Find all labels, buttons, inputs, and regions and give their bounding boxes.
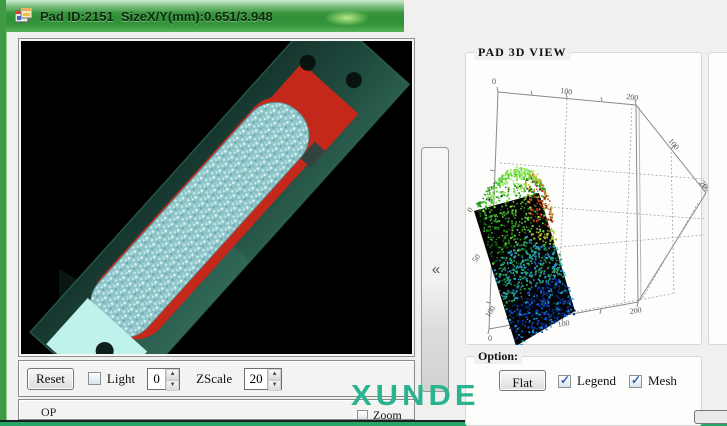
- mesh-label: Mesh: [648, 373, 677, 388]
- pad-3d-plot[interactable]: 0 100 200 100 200 0 50 100 0 100 200: [462, 53, 708, 345]
- axis-tick-label: 0: [492, 77, 496, 86]
- light-label: Light: [106, 370, 136, 386]
- plot-point-cloud: [475, 166, 576, 345]
- window-title: Pad ID:2151 SizeX/Y(mm):0.651/3.948: [40, 8, 273, 24]
- axis-tick-label: 0: [465, 206, 475, 214]
- client-area: Reset Light 0 ▲ ▼ ZScale 20 ▲ ▼: [12, 32, 727, 426]
- light-spinner[interactable]: 0 ▲ ▼: [147, 367, 181, 391]
- titlebar-smudge: [324, 10, 370, 26]
- axis-tick-label: 100: [560, 86, 573, 97]
- spin-down-icon[interactable]: ▼: [268, 379, 282, 391]
- axis-tick-label: 100: [483, 304, 497, 319]
- zoom-checkbox[interactable]: [357, 410, 368, 419]
- axis-tick-label: 200: [629, 305, 642, 316]
- check-icon: ✓: [631, 372, 642, 387]
- zoom-option-clipped: Zoom: [357, 408, 402, 420]
- pad-gray-notch: [299, 141, 326, 168]
- legend-checkbox[interactable]: ✓: [558, 372, 571, 388]
- pad-image-panel[interactable]: [18, 38, 415, 357]
- pad-red-blob: [259, 63, 359, 162]
- spin-up-icon[interactable]: ▲: [166, 368, 180, 380]
- pad-3d-view-groupbox: PAD 3D VIEW: [465, 45, 708, 345]
- titlebar-sheen: [6, 0, 404, 12]
- option-groupbox: Option: Flat ✓ Legend ✓ Mesh: [465, 349, 702, 426]
- collapse-panel-button[interactable]: «: [421, 147, 449, 392]
- axis-tick-label: 200: [626, 92, 639, 103]
- zscale-label: ZScale: [196, 370, 233, 386]
- spin-up-icon[interactable]: ▲: [268, 368, 282, 380]
- flat-button[interactable]: Flat: [499, 370, 546, 391]
- pad-3d-view-title: PAD 3D VIEW: [474, 45, 571, 60]
- axis-tick-label: 0: [488, 334, 492, 343]
- pad-photo: [21, 41, 412, 354]
- reset-button[interactable]: Reset: [27, 367, 74, 390]
- spin-down-icon[interactable]: ▼: [166, 379, 180, 391]
- clipped-panel-label: OP: [41, 405, 57, 419]
- mesh-checkbox[interactable]: ✓: [629, 372, 642, 388]
- desktop-bottom-strip: [0, 420, 727, 426]
- watermark-text: XUNDE: [351, 379, 480, 412]
- bottom-right-widget-fragment[interactable]: [694, 410, 727, 424]
- clipped-bottom-panel: OP Zoom: [18, 399, 415, 420]
- zscale-spinner-value[interactable]: 20: [249, 370, 263, 386]
- option-title: Option:: [474, 349, 523, 364]
- axis-tick-label: 200: [697, 179, 708, 194]
- pcb-hole-1: [299, 54, 316, 71]
- pad-hole-bottom: [95, 341, 114, 354]
- axis-tick-label: 50: [470, 252, 482, 264]
- light-spinner-value[interactable]: 0: [153, 370, 160, 386]
- chevron-left-double-icon: «: [431, 261, 440, 278]
- zscale-spinner[interactable]: 20 ▲ ▼: [244, 367, 283, 391]
- window-titlebar[interactable]: Pad ID:2151 SizeX/Y(mm):0.651/3.948: [6, 0, 404, 32]
- axis-tick-label: 100: [557, 318, 570, 329]
- legend-label: Legend: [577, 373, 616, 388]
- check-icon: ✓: [560, 372, 571, 387]
- light-checkbox[interactable]: [87, 372, 101, 385]
- pcb-hole-2: [345, 72, 362, 89]
- axis-tick-label: 100: [666, 137, 681, 152]
- zoom-label: Zoom: [373, 408, 402, 420]
- pcb-strip: [28, 41, 411, 354]
- view-controls-row: Reset Light 0 ▲ ▼ ZScale 20 ▲ ▼: [18, 360, 415, 397]
- right-clipped-groupbox: [708, 52, 727, 345]
